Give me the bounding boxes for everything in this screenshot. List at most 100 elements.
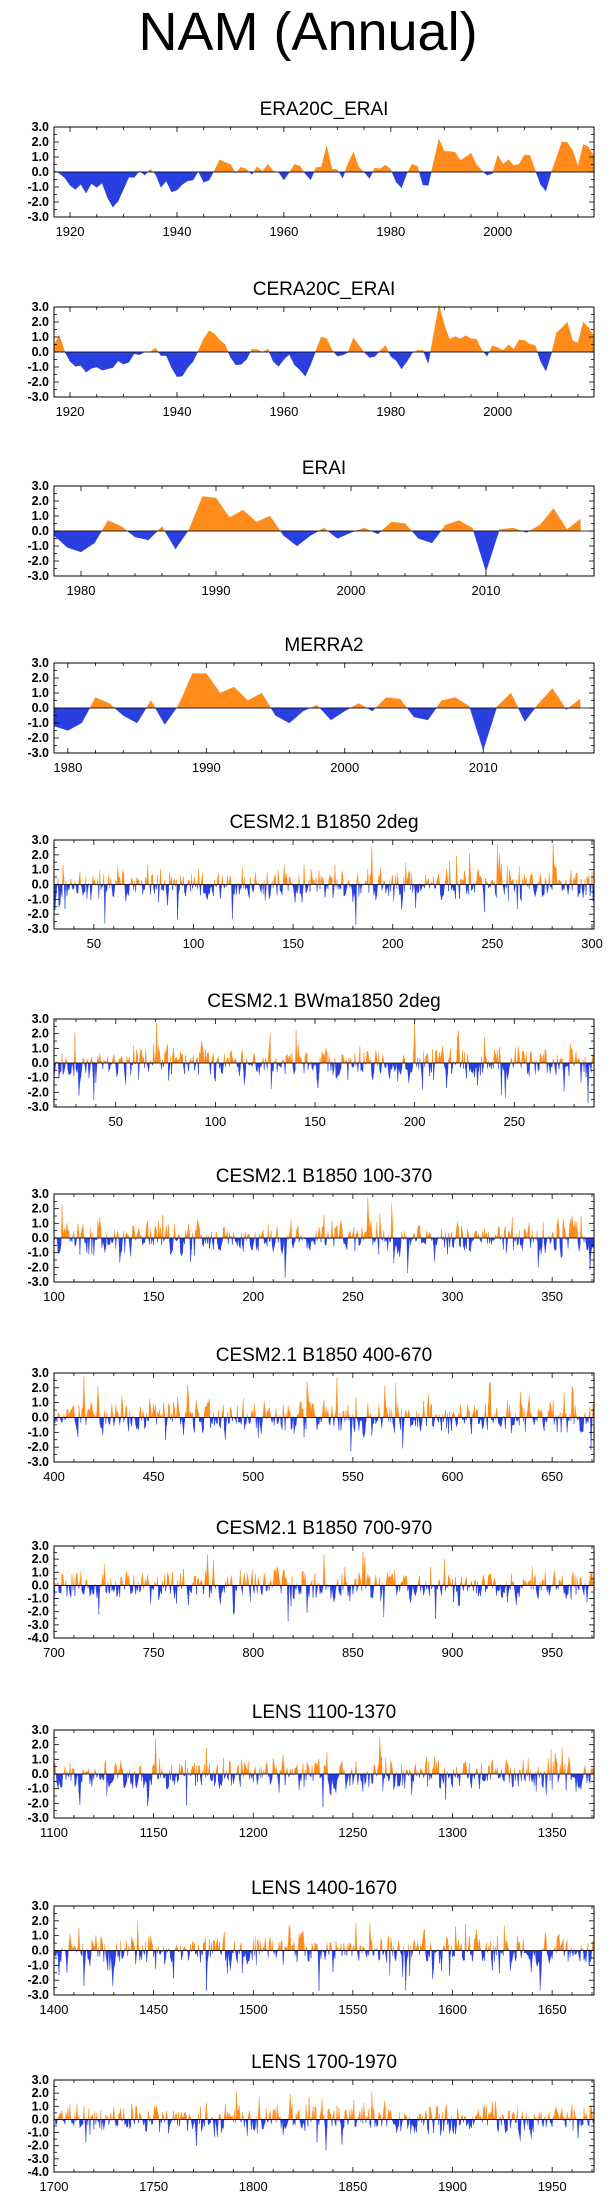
chart-panel: CESM2.1 B1850 700-970 3.02.01.00.0-1.0-2.… (27, 1518, 595, 1660)
negative-area (53, 530, 581, 572)
x-tick-label: 50 (87, 936, 101, 951)
x-tick-label: 150 (282, 936, 304, 951)
x-tick-label: 250 (503, 1114, 525, 1129)
page-title: NAM (Annual) (138, 2, 478, 62)
y-tick-label: 0.0 (32, 1231, 49, 1245)
x-tick-label: 900 (442, 1645, 464, 1660)
y-tick-label: 0.0 (32, 165, 49, 179)
positive-area (53, 1376, 595, 1418)
chart-panel: LENS 1700-1970 3.02.01.00.0-1.0-2.0-3.0-4… (27, 2052, 595, 2194)
chart-panel: CESM2.1 B1850 2deg 3.02.01.00.0-1.0-2.0-3… (27, 812, 602, 951)
chart-panel: CERA20C_ERAI 3.02.01.00.0-1.0-2.0-3.0 1920… (27, 279, 595, 419)
chart-panel: ERA20C_ERAI 3.02.01.00.0-1.0-2.0-3.0 1920 1… (27, 99, 595, 239)
y-tick-label: 0.0 (32, 345, 49, 359)
y-tick-label: -2.0 (27, 195, 49, 209)
y-tick-label: 1.0 (32, 509, 49, 523)
y-tick-label: -1.0 (27, 892, 49, 906)
y-tick-label: 3.0 (32, 1899, 49, 1913)
x-tick-label: 300 (581, 936, 603, 951)
y-tick-label: -1.0 (27, 1071, 49, 1085)
y-tick-label: -3.0 (27, 210, 49, 224)
y-tick-label: 3.0 (32, 1723, 49, 1737)
chart-title: CESM2.1 B1850 100-370 (216, 1166, 433, 1187)
x-tick-label: 600 (442, 1469, 464, 1484)
chart-title: MERRA2 (284, 635, 363, 656)
chart-title: LENS 1100-1370 (252, 1702, 396, 1723)
y-tick-label: 0.0 (32, 1578, 49, 1592)
x-tick-label: 550 (342, 1469, 364, 1484)
y-tick-label: -1.0 (27, 360, 49, 374)
chart-title: LENS 1400-1670 (251, 1878, 397, 1899)
y-tick-label: 2.0 (32, 1552, 49, 1566)
x-tick-label: 1940 (163, 404, 192, 419)
y-tick-label: -3.0 (27, 2152, 49, 2166)
x-tick-label: 1980 (376, 224, 405, 239)
y-tick-label: -1.0 (27, 180, 49, 194)
y-tick-label: 0.0 (32, 1944, 49, 1958)
y-tick-label: -3.0 (27, 1100, 49, 1114)
y-tick-label: 0.0 (32, 2112, 49, 2126)
positive-area (54, 673, 581, 709)
plot-frame (53, 2079, 595, 2173)
x-tick-label: 1150 (140, 1825, 168, 1840)
y-tick-label: -2.0 (27, 1085, 49, 1099)
y-tick-label: -2.0 (27, 1440, 49, 1454)
negative-area (54, 171, 594, 208)
chart-title: CESM2.1 BWma1850 2deg (207, 991, 440, 1012)
x-tick-label: 400 (43, 1469, 65, 1484)
y-tick-label: 2.0 (32, 1914, 49, 1928)
y-tick-label: 2.0 (32, 315, 49, 329)
x-tick-label: 1450 (139, 2002, 168, 2017)
y-tick-label: 2.0 (32, 135, 49, 149)
y-tick-label: -3.0 (27, 746, 49, 760)
negative-area (53, 1773, 594, 1807)
y-tick-label: 1.0 (32, 686, 49, 700)
y-tick-label: 0.0 (32, 1056, 49, 1070)
y-tick-label: -1.0 (27, 1782, 49, 1796)
y-tick-label: 3.0 (32, 1012, 49, 1026)
y-tick-label: 2.0 (32, 848, 49, 862)
y-tick-label: -3.0 (27, 390, 49, 404)
y-tick-label: -2.0 (27, 907, 49, 921)
x-tick-label: 1950 (538, 2179, 567, 2194)
x-tick-label: 1990 (202, 583, 231, 598)
x-tick-label: 1960 (269, 404, 298, 419)
chart-panel: LENS 1400-16703.02.01.00.0-1.0-2.0-3.014… (27, 1878, 595, 2017)
chart-panel: CESM2.1 BWma1850 2deg 3.02.01.00.0-1.0-2.… (27, 991, 595, 1129)
x-tick-label: 1650 (538, 2002, 567, 2017)
positive-area (53, 1921, 594, 1951)
y-tick-label: 3.0 (32, 479, 49, 493)
x-tick-label: 800 (242, 1645, 264, 1660)
x-tick-label: 200 (382, 936, 404, 951)
negative-area (53, 1237, 595, 1278)
x-tick-label: 50 (109, 1114, 123, 1129)
x-tick-label: 250 (342, 1289, 364, 1304)
positive-area (53, 2091, 595, 2120)
y-tick-label: -1.0 (27, 2126, 49, 2140)
x-tick-label: 100 (205, 1114, 227, 1129)
y-tick-label: 2.0 (32, 1381, 49, 1395)
chart-title: CESM2.1 B1850 2deg (229, 812, 418, 833)
x-tick-label: 300 (442, 1289, 464, 1304)
y-tick-label: -3.0 (27, 1811, 49, 1825)
x-tick-label: 1920 (56, 224, 85, 239)
x-tick-label: 1800 (239, 2179, 268, 2194)
chart-panel: CESM2.1 B1850 400-670 3.02.01.00.0-1.0-2.… (27, 1345, 595, 1484)
x-tick-label: 1200 (239, 1825, 268, 1840)
y-tick-label: 3.0 (32, 833, 49, 847)
positive-area (54, 1022, 595, 1064)
x-tick-label: 1350 (538, 1825, 567, 1840)
y-tick-label: 1.0 (32, 1929, 49, 1943)
y-tick-label: -1.0 (27, 1958, 49, 1972)
x-tick-label: 1980 (67, 583, 96, 598)
y-tick-label: 1.0 (32, 1041, 49, 1055)
y-tick-label: -2.0 (27, 375, 49, 389)
negative-area (54, 1417, 594, 1452)
y-tick-label: 1.0 (32, 150, 49, 164)
x-tick-label: 350 (541, 1289, 563, 1304)
x-tick-label: 2010 (469, 760, 498, 775)
positive-area (54, 1551, 595, 1586)
y-tick-label: 2.0 (32, 494, 49, 508)
y-tick-label: 2.0 (32, 1202, 49, 1216)
